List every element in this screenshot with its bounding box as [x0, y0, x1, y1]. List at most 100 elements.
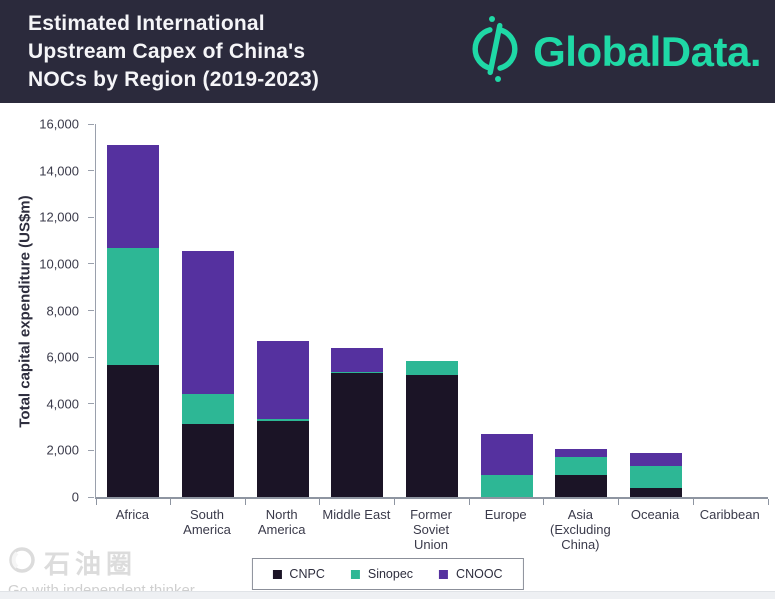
bar-column: [693, 124, 768, 497]
header: Estimated International Upstream Capex of…: [0, 0, 775, 103]
bar-column: [245, 124, 320, 497]
x-category-label: North America: [257, 507, 306, 537]
chart-title: Estimated International Upstream Capex of…: [28, 10, 319, 94]
bar-segment-sinopec: [331, 372, 384, 374]
x-tick-mark: [319, 499, 321, 505]
bar-column: [619, 124, 694, 497]
stacked-bar: [107, 124, 160, 497]
bar-segment-cnpc: [107, 365, 160, 497]
globaldata-logo: GlobalData.: [465, 12, 761, 91]
y-tick-label: 0: [71, 489, 79, 505]
bar-segment-cnpc: [406, 374, 459, 497]
bar-segment-sinopec: [630, 465, 683, 488]
legend: CNPC Sinopec CNOOC: [251, 558, 524, 590]
watermark-brand: 石油圈: [44, 549, 138, 579]
legend-item-cnooc: CNOOC: [439, 567, 503, 581]
x-tick-mark: [543, 499, 545, 505]
x-tick-mark: [618, 499, 620, 505]
legend-swatch: [272, 569, 282, 579]
bar-segment-cnooc: [555, 449, 608, 458]
legend-label: CNOOC: [456, 567, 503, 581]
y-tick-mark: [88, 263, 94, 265]
y-tick-label: 4,000: [46, 396, 79, 412]
stacked-bar: [555, 124, 608, 497]
bar-segment-sinopec: [480, 474, 533, 497]
stacked-bar: [256, 124, 309, 497]
bar-column: [395, 124, 470, 497]
x-category-label: Europe: [484, 507, 527, 522]
bar-segment-cnooc: [630, 452, 683, 466]
x-tick-mark: [468, 499, 470, 505]
stacked-bar: [480, 124, 533, 497]
bottom-strip: [0, 591, 775, 599]
x-category-label: Africa: [115, 507, 149, 522]
y-tick-mark: [88, 403, 94, 405]
bar-column: [469, 124, 544, 497]
bar-column: [96, 124, 171, 497]
legend-item-cnpc: CNPC: [272, 567, 325, 581]
x-tick-mark: [394, 499, 396, 505]
x-axis-labels: Africa South America North America Middle Eas…: [95, 507, 767, 552]
y-tick-mark: [88, 356, 94, 358]
chart-section: Total capital expenditure (US$m) 0 2,000 4…: [0, 103, 775, 599]
x-category-label: Caribbean: [699, 507, 760, 522]
y-tick-mark: [88, 449, 94, 451]
x-category-label: Former Soviet Union: [410, 507, 452, 552]
bar-segment-cnpc: [182, 423, 234, 497]
y-tick-mark: [88, 496, 94, 498]
y-tick-label: 14,000: [39, 163, 79, 179]
stacked-bar: [630, 124, 683, 497]
y-tick-label: 6,000: [46, 349, 79, 365]
y-tick-label: 16,000: [39, 116, 79, 132]
globaldata-logo-icon: [465, 12, 525, 91]
stacked-bar: [182, 124, 234, 497]
bar-segment-cnooc: [480, 434, 533, 475]
stacked-bar: [331, 124, 384, 497]
x-tick-mark: [767, 499, 769, 505]
x-category-label: Asia (Excluding China): [550, 507, 611, 552]
chart-title-line: NOCs by Region (2019-2023): [28, 67, 320, 91]
bar-segment-cnooc: [182, 251, 234, 395]
plot-area: [95, 124, 769, 505]
stacked-bar: [406, 124, 459, 497]
bar-segment-cnooc: [331, 347, 384, 373]
bar-segment-sinopec: [182, 394, 234, 424]
bar-column: [544, 124, 619, 497]
x-category-label: Oceania: [630, 507, 680, 522]
legend-swatch: [439, 569, 449, 579]
bar-segment-cnpc: [256, 421, 309, 497]
chart-title-line: Upstream Capex of China's: [28, 39, 306, 63]
bar-segment-sinopec: [555, 457, 608, 475]
x-tick-mark: [95, 499, 97, 505]
y-tick-mark: [88, 310, 94, 311]
bar-segment-sinopec: [256, 418, 309, 422]
y-tick-mark: [88, 123, 94, 125]
y-tick-label: 10,000: [39, 256, 79, 272]
x-tick-mark: [244, 499, 246, 505]
x-tick-mark: [692, 499, 694, 505]
chart-title-line: Estimated International: [28, 11, 265, 35]
x-tick-mark: [170, 499, 172, 505]
bar-segment-cnooc: [107, 145, 160, 248]
bar-segment-cnpc: [331, 373, 384, 497]
stacked-bar: [705, 124, 757, 497]
bar-segment-cnooc: [256, 340, 309, 419]
bar-segment-sinopec: [107, 247, 160, 366]
watermark-circle-icon: [8, 546, 36, 579]
y-tick-label: 2,000: [46, 442, 79, 458]
bar-column: [320, 124, 395, 497]
y-tick-label: 12,000: [39, 209, 79, 225]
bar-segment-cnpc: [630, 487, 683, 497]
y-tick-label: 8,000: [46, 303, 79, 318]
globaldata-logo-text: GlobalData.: [533, 27, 761, 75]
bars: [96, 124, 768, 497]
bar-segment-cnpc: [555, 474, 608, 497]
y-tick-mark: [88, 170, 94, 172]
bar-segment-sinopec: [406, 360, 459, 375]
bar-column: [171, 124, 246, 497]
legend-swatch: [350, 569, 360, 579]
legend-label: Sinopec: [367, 567, 414, 581]
legend-item-sinopec: Sinopec: [350, 567, 414, 581]
legend-label: CNPC: [289, 567, 325, 581]
y-tick-mark: [88, 216, 94, 218]
